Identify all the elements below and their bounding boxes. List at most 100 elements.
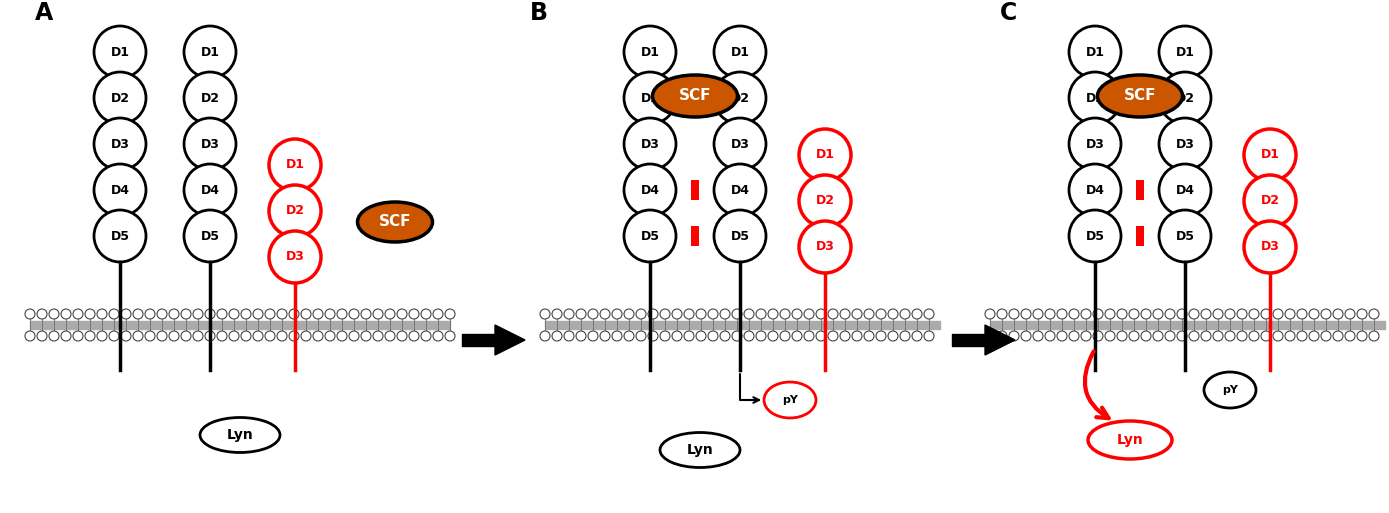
Text: D4: D4 xyxy=(111,184,129,196)
Circle shape xyxy=(600,309,610,319)
Circle shape xyxy=(444,309,456,319)
Circle shape xyxy=(624,164,676,216)
Circle shape xyxy=(1176,309,1188,319)
Text: D1: D1 xyxy=(815,148,835,162)
Ellipse shape xyxy=(200,418,281,452)
Circle shape xyxy=(564,309,574,319)
Circle shape xyxy=(313,331,324,341)
Circle shape xyxy=(1321,331,1331,341)
Circle shape xyxy=(985,331,995,341)
Circle shape xyxy=(851,309,863,319)
Circle shape xyxy=(1129,309,1139,319)
Circle shape xyxy=(193,331,203,341)
Text: D3: D3 xyxy=(111,137,129,150)
Text: Lyn: Lyn xyxy=(1117,433,1143,447)
Circle shape xyxy=(745,309,754,319)
Circle shape xyxy=(997,331,1007,341)
Circle shape xyxy=(781,309,790,319)
Circle shape xyxy=(1245,175,1296,227)
Circle shape xyxy=(1070,309,1079,319)
Circle shape xyxy=(408,331,419,341)
Circle shape xyxy=(732,331,742,341)
Text: SCF: SCF xyxy=(379,214,411,229)
Circle shape xyxy=(253,331,263,341)
Circle shape xyxy=(1117,309,1126,319)
Circle shape xyxy=(108,331,119,341)
Text: D5: D5 xyxy=(731,229,750,243)
Bar xyxy=(1136,180,1145,200)
Text: D1: D1 xyxy=(200,46,219,58)
Circle shape xyxy=(1129,331,1139,341)
Circle shape xyxy=(913,331,922,341)
Circle shape xyxy=(408,309,419,319)
Circle shape xyxy=(421,331,431,341)
Ellipse shape xyxy=(1204,372,1256,408)
Circle shape xyxy=(1213,309,1222,319)
Bar xyxy=(690,180,699,200)
Circle shape xyxy=(1201,331,1211,341)
Circle shape xyxy=(600,331,610,341)
Circle shape xyxy=(1245,221,1296,273)
Circle shape xyxy=(183,210,236,262)
Text: D1: D1 xyxy=(640,46,660,58)
Circle shape xyxy=(840,309,850,319)
Circle shape xyxy=(313,309,324,319)
Circle shape xyxy=(1165,331,1175,341)
Circle shape xyxy=(1370,331,1379,341)
Text: D2: D2 xyxy=(1175,91,1195,105)
Circle shape xyxy=(121,331,131,341)
Circle shape xyxy=(397,331,407,341)
Circle shape xyxy=(1070,210,1121,262)
Circle shape xyxy=(1070,164,1121,216)
Circle shape xyxy=(1057,331,1067,341)
Circle shape xyxy=(217,331,226,341)
Circle shape xyxy=(1238,309,1247,319)
Circle shape xyxy=(94,72,146,124)
Circle shape xyxy=(229,309,239,319)
Circle shape xyxy=(588,309,599,319)
Circle shape xyxy=(683,309,694,319)
Circle shape xyxy=(61,309,71,319)
Circle shape xyxy=(792,331,801,341)
Text: D2: D2 xyxy=(111,91,129,105)
Text: SCF: SCF xyxy=(1124,89,1156,104)
Text: D1: D1 xyxy=(1175,46,1195,58)
Circle shape xyxy=(732,309,742,319)
Circle shape xyxy=(301,331,311,341)
Bar xyxy=(690,226,699,246)
Circle shape xyxy=(1201,309,1211,319)
Text: D3: D3 xyxy=(815,241,835,253)
Text: D5: D5 xyxy=(640,229,660,243)
Circle shape xyxy=(1158,210,1211,262)
Circle shape xyxy=(385,309,394,319)
Circle shape xyxy=(361,331,371,341)
Text: B: B xyxy=(531,1,549,25)
Circle shape xyxy=(229,331,239,341)
Circle shape xyxy=(25,309,35,319)
Circle shape xyxy=(1357,309,1367,319)
Circle shape xyxy=(696,309,706,319)
Circle shape xyxy=(756,309,765,319)
Circle shape xyxy=(828,309,838,319)
Circle shape xyxy=(433,331,443,341)
Circle shape xyxy=(792,309,801,319)
Circle shape xyxy=(397,309,407,319)
Circle shape xyxy=(720,331,731,341)
Ellipse shape xyxy=(653,75,738,117)
Circle shape xyxy=(374,309,383,319)
Circle shape xyxy=(540,331,550,341)
Circle shape xyxy=(1189,309,1199,319)
Circle shape xyxy=(708,331,718,341)
Circle shape xyxy=(714,26,765,78)
Circle shape xyxy=(624,331,633,341)
Circle shape xyxy=(636,331,646,341)
Circle shape xyxy=(183,164,236,216)
Circle shape xyxy=(576,331,586,341)
Circle shape xyxy=(1321,309,1331,319)
Polygon shape xyxy=(494,325,525,355)
Circle shape xyxy=(900,309,910,319)
Circle shape xyxy=(183,72,236,124)
Circle shape xyxy=(672,309,682,319)
Text: D1: D1 xyxy=(111,46,129,58)
Circle shape xyxy=(1158,72,1211,124)
